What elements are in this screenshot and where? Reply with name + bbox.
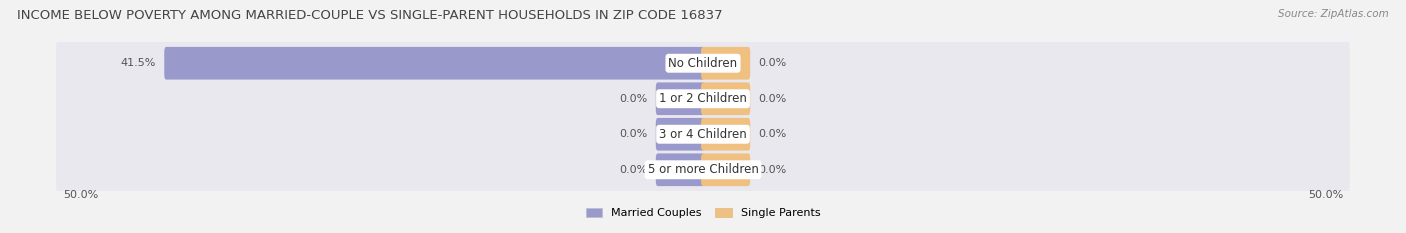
FancyBboxPatch shape — [56, 73, 1350, 124]
Text: 0.0%: 0.0% — [619, 129, 647, 139]
Text: 0.0%: 0.0% — [759, 94, 787, 104]
FancyBboxPatch shape — [702, 82, 751, 115]
Text: 5 or more Children: 5 or more Children — [648, 163, 758, 176]
Text: No Children: No Children — [668, 57, 738, 70]
FancyBboxPatch shape — [655, 118, 704, 151]
Text: 50.0%: 50.0% — [1308, 190, 1343, 200]
Legend: Married Couples, Single Parents: Married Couples, Single Parents — [586, 208, 820, 218]
Text: 0.0%: 0.0% — [619, 94, 647, 104]
Text: 41.5%: 41.5% — [121, 58, 156, 68]
FancyBboxPatch shape — [56, 144, 1350, 195]
Text: Source: ZipAtlas.com: Source: ZipAtlas.com — [1278, 9, 1389, 19]
FancyBboxPatch shape — [56, 109, 1350, 160]
Text: 1 or 2 Children: 1 or 2 Children — [659, 92, 747, 105]
Text: INCOME BELOW POVERTY AMONG MARRIED-COUPLE VS SINGLE-PARENT HOUSEHOLDS IN ZIP COD: INCOME BELOW POVERTY AMONG MARRIED-COUPL… — [17, 9, 723, 22]
FancyBboxPatch shape — [702, 118, 751, 151]
FancyBboxPatch shape — [702, 153, 751, 186]
Text: 3 or 4 Children: 3 or 4 Children — [659, 128, 747, 141]
Text: 50.0%: 50.0% — [63, 190, 98, 200]
FancyBboxPatch shape — [702, 47, 751, 80]
Text: 0.0%: 0.0% — [759, 129, 787, 139]
FancyBboxPatch shape — [56, 38, 1350, 89]
Text: 0.0%: 0.0% — [619, 165, 647, 175]
FancyBboxPatch shape — [165, 47, 704, 80]
FancyBboxPatch shape — [655, 82, 704, 115]
FancyBboxPatch shape — [655, 153, 704, 186]
Text: 0.0%: 0.0% — [759, 165, 787, 175]
Text: 0.0%: 0.0% — [759, 58, 787, 68]
